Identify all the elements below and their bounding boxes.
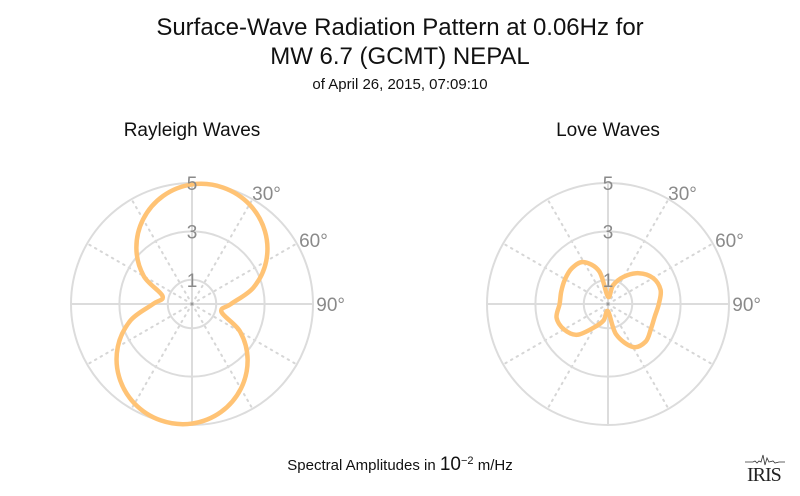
rayleigh-panel-title: Rayleigh Waves — [123, 120, 261, 141]
rayleigh-pattern-line — [114, 181, 270, 427]
label-exponent: −2 — [461, 455, 474, 467]
radial-tick-label: 1 — [187, 271, 198, 292]
love-panel-title: Love Waves — [556, 120, 660, 141]
spoke-line — [191, 198, 254, 305]
angle-tick-label: 30° — [252, 184, 281, 205]
radial-ring — [166, 278, 218, 330]
center-dot — [606, 302, 610, 306]
spoke-line — [607, 303, 714, 366]
label-base: 10 — [439, 454, 461, 475]
radial-ring — [486, 182, 730, 426]
label-prefix: Spectral Amplitudes in — [287, 457, 440, 474]
spoke-line — [130, 303, 193, 410]
polar-panel-1: 1 3 5 30° 60° 90° — [486, 174, 761, 426]
chart-title-line1: Surface-Wave Radiation Pattern at 0.06Hz… — [156, 14, 644, 41]
seismogram-icon — [745, 454, 785, 466]
angle-tick-label: 90° — [316, 295, 345, 316]
chart-title-line2: MW 6.7 (GCMT) NEPAL — [270, 43, 530, 70]
angle-tick-label: 90° — [732, 295, 761, 316]
radial-tick-label: 5 — [187, 174, 198, 195]
spoke-line — [502, 303, 609, 366]
spoke-line — [607, 242, 714, 305]
radial-ring — [118, 230, 266, 378]
radial-tick-label: 3 — [603, 222, 614, 243]
spoke-line — [130, 198, 193, 305]
amplitude-axis-label: Spectral Amplitudes in 10−2 m/Hz — [0, 454, 800, 476]
label-unit: m/Hz — [473, 457, 513, 474]
chart-subtitle: of April 26, 2015, 07:09:10 — [312, 76, 488, 93]
center-dot — [190, 302, 194, 306]
spoke-line — [86, 242, 193, 305]
radial-tick-label: 1 — [603, 271, 614, 292]
spoke-line — [191, 303, 254, 410]
spoke-line — [546, 303, 609, 410]
spoke-line — [546, 198, 609, 305]
spoke-line — [191, 242, 298, 305]
iris-logo: IRIS — [745, 452, 785, 488]
angle-tick-label: 60° — [715, 231, 744, 252]
spoke-line — [607, 198, 670, 305]
angle-tick-label: 60° — [299, 231, 328, 252]
angle-tick-label: 30° — [668, 184, 697, 205]
spoke-line — [502, 242, 609, 305]
radial-tick-label: 3 — [187, 222, 198, 243]
iris-logo-text: IRIS — [747, 464, 782, 486]
spoke-line — [191, 303, 298, 366]
spoke-line — [607, 303, 670, 410]
polar-panel-0: 1 3 5 30° 60° 90° — [70, 174, 345, 427]
radial-ring — [534, 230, 682, 378]
love-pattern-line — [554, 259, 664, 350]
radial-tick-label: 5 — [603, 174, 614, 195]
spoke-line — [86, 303, 193, 366]
radial-ring — [582, 278, 634, 330]
